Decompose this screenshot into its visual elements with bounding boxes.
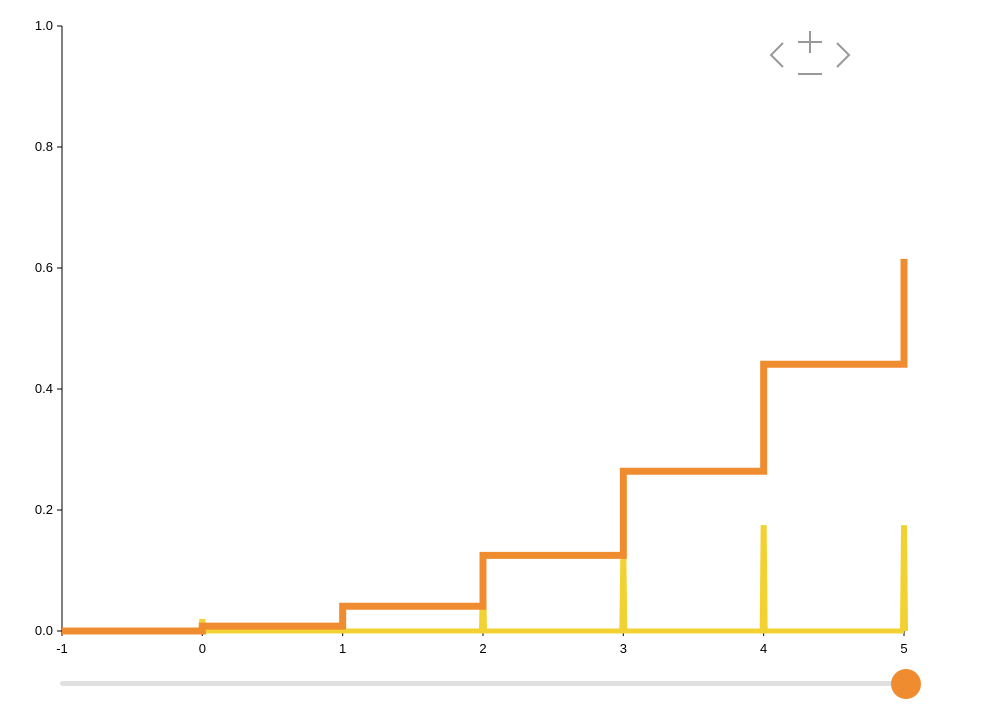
x-tick-label: 0 <box>199 641 206 656</box>
plot-area <box>62 258 908 635</box>
chart-nav-controls <box>766 30 852 80</box>
x-axis: -1 0 1 2 3 4 5 <box>56 630 908 656</box>
series-2-spike <box>759 525 768 631</box>
series-1-step-line <box>62 258 908 635</box>
plus-icon <box>798 31 822 53</box>
time-slider-handle[interactable] <box>891 669 921 699</box>
chevron-left-icon <box>769 42 784 68</box>
x-tick-label: 3 <box>620 641 627 656</box>
y-tick-label: 0.8 <box>35 139 53 154</box>
y-tick-label: 0.4 <box>35 381 53 396</box>
y-tick-label: 0.0 <box>35 623 53 638</box>
series-2-spike <box>619 552 628 631</box>
x-tick-label: -1 <box>56 641 68 656</box>
y-tick-label: 0.6 <box>35 260 53 275</box>
x-tick-label: 1 <box>339 641 346 656</box>
chart-canvas: 0.0 0.2 0.4 0.6 0.8 1.0 -1 0 1 2 3 4 5 <box>35 18 908 656</box>
zoom-out-button[interactable] <box>796 64 824 80</box>
pan-left-button[interactable] <box>766 40 784 70</box>
x-tick-label: 5 <box>900 641 907 656</box>
zoom-in-button[interactable] <box>796 30 824 54</box>
series-2-spike <box>900 525 908 631</box>
x-tick-label: 4 <box>760 641 767 656</box>
pan-right-button[interactable] <box>834 40 852 70</box>
y-axis: 0.0 0.2 0.4 0.6 0.8 1.0 <box>35 18 63 638</box>
y-tick-label: 0.2 <box>35 502 53 517</box>
y-tick-label: 1.0 <box>35 18 53 33</box>
chevron-right-icon <box>836 42 851 68</box>
x-tick-label: 2 <box>479 641 486 656</box>
time-slider-track[interactable] <box>60 681 906 686</box>
